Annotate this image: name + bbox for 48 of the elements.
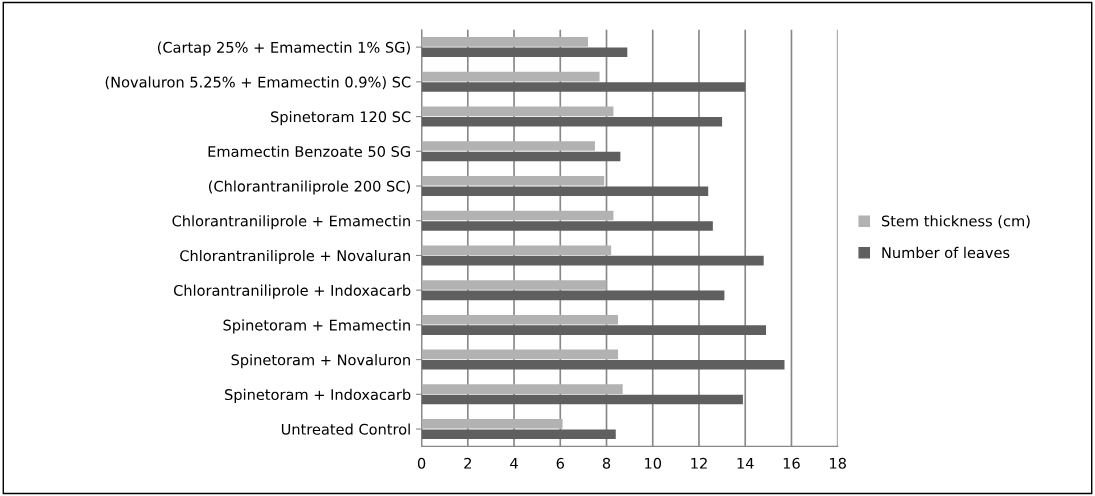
bar (421, 71, 600, 82)
bar (421, 176, 605, 186)
x-tick-label: 18 (830, 457, 846, 469)
bar (421, 419, 563, 429)
bar (421, 82, 746, 92)
bar (421, 314, 619, 325)
bar (421, 429, 616, 440)
y-tick-label: Chlorantraniliprole + Emamectin (172, 215, 410, 230)
x-tick-label: 0 (417, 457, 426, 469)
bar (421, 394, 743, 405)
y-tick-label: (Chlorantraniliprole 200 SC) (208, 180, 410, 195)
y-tick-label: Emamectin Benzoate 50 SG (208, 145, 410, 158)
bar (421, 47, 628, 58)
x-tick-label: 10 (645, 457, 662, 469)
bar (421, 221, 713, 231)
bar (421, 280, 607, 290)
bar (421, 245, 612, 256)
legend-label: Stem thickness (cm) (881, 215, 1030, 229)
bar (421, 186, 709, 196)
bar (421, 349, 619, 360)
y-tick-label: (Novaluron 5.25% + Emamectin 0.9%) SC (105, 76, 411, 90)
bar (421, 37, 589, 47)
bar (421, 360, 785, 370)
bar (421, 106, 614, 117)
bar (421, 151, 621, 162)
bar (421, 325, 767, 335)
y-tick-label: Spinetoram + Indoxacarb (225, 388, 411, 403)
y-tick-label: Spinetoram 120 SC (271, 111, 411, 126)
bar (421, 116, 723, 127)
x-tick-label: 2 (464, 457, 471, 469)
bar (421, 255, 764, 266)
bar (421, 210, 614, 221)
x-tick-label: 4 (510, 457, 518, 469)
y-tick-label: Spinetoram + Emamectin (223, 319, 410, 334)
bar (421, 290, 725, 301)
y-tick-label: (Cartap 25% + Emamectin 1% SG) (157, 41, 410, 56)
x-tick-label: 14 (737, 457, 754, 469)
x-tick-label: 16 (783, 457, 800, 469)
y-tick-label: Spinetoram + Novaluron (231, 354, 410, 369)
x-tick-label: 8 (602, 457, 611, 469)
y-tick-label: Chlorantraniliprole + Novaluran (180, 249, 410, 265)
bar (421, 141, 595, 151)
bar (421, 384, 623, 394)
x-tick-label: 12 (691, 457, 707, 469)
y-tick-label: Untreated Control (281, 423, 410, 435)
y-tick-label: Chlorantraniliprole + Indoxacarb (173, 284, 411, 299)
x-tick-label: 6 (556, 457, 564, 469)
legend-label: Number of leaves (882, 246, 1010, 259)
